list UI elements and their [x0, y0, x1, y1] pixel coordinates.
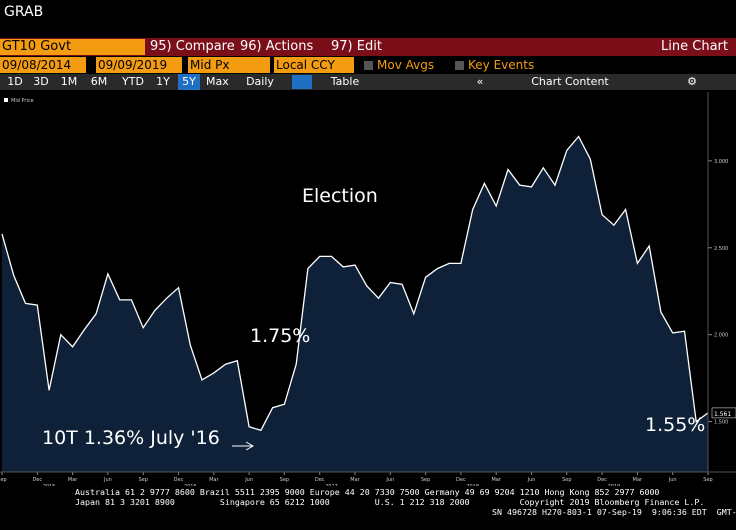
- collapse[interactable]: «: [476, 75, 484, 88]
- settings-icon[interactable]: ⚙: [687, 75, 697, 88]
- footer-line: Japan 81 3 3201 8900 Singapore 65 6212 1…: [75, 497, 705, 507]
- checkbox[interactable]: [364, 61, 373, 70]
- x-tick-label: Sep: [703, 477, 712, 483]
- toolbar: GT10 Govt 95) Compare 96) Actions 97) Ed…: [0, 38, 736, 56]
- x-tick-label: Dec: [174, 477, 184, 483]
- area: [2, 136, 708, 472]
- line: [1, 135, 709, 432]
- edit-button[interactable]: 97) Edit: [331, 39, 382, 54]
- period-button[interactable]: YTD: [122, 75, 144, 88]
- x-tick-label: Mar: [350, 477, 360, 483]
- footer: Australia 61 2 9777 8600 Brazil 5511 239…: [0, 487, 736, 517]
- x-tick-label: Mar: [209, 477, 219, 483]
- x-tick-label: Sep: [562, 477, 571, 483]
- chart-icon[interactable]: [292, 75, 312, 89]
- x-tick-label: Dec: [597, 477, 607, 483]
- x-tick-label: Dec: [315, 477, 325, 483]
- year-label: 2015: [43, 484, 56, 486]
- chart: Mid Price 1.561 1.500 2.000 2.500 3.000 Sep De…: [0, 92, 736, 486]
- x-tick-label: Jun: [527, 477, 536, 483]
- table-button[interactable]: Table: [330, 75, 360, 88]
- end-date[interactable]: 09/09/2019: [96, 57, 182, 73]
- period-button[interactable]: 6M: [90, 75, 108, 88]
- legend-swatch: [4, 98, 8, 102]
- x-tick-label: Mar: [633, 477, 643, 483]
- field-select[interactable]: Mid Px: [188, 57, 270, 73]
- currency-select[interactable]: Local CCY: [274, 57, 354, 73]
- x-tick-label: Jun: [668, 477, 677, 483]
- footer-line: Australia 61 2 9777 8600 Brazil 5511 239…: [75, 487, 660, 497]
- annotation: Election: [302, 185, 378, 207]
- security-input[interactable]: GT10 Govt: [0, 39, 145, 55]
- x-tick-label: Sep: [421, 477, 430, 483]
- y-tick-label: 2.000: [714, 333, 728, 339]
- year-label: 2016: [184, 484, 197, 486]
- year-label: 2019: [607, 484, 620, 486]
- checkbox[interactable]: [455, 61, 464, 70]
- period-button[interactable]: 3D: [33, 75, 49, 88]
- settings-bar: 09/08/2014 09/09/2019 Mid Px Local CCY M…: [0, 57, 736, 73]
- compare-button[interactable]: 95) Compare: [150, 39, 235, 54]
- x-tick-label: Dec: [32, 477, 42, 483]
- key-events[interactable]: Key Events: [468, 58, 535, 72]
- footer-line: SN 496728 H270-803-1 07-Sep-19 9:06:36 E…: [492, 507, 736, 517]
- x-tick-label: Jun: [385, 477, 394, 483]
- x-tick-label: Jun: [103, 477, 112, 483]
- x-tick-label: Jun: [244, 477, 253, 483]
- view-label: Line Chart: [661, 39, 728, 54]
- start-date[interactable]: 09/08/2014: [0, 57, 86, 73]
- period-button[interactable]: 5Y: [178, 74, 200, 90]
- x-tick-label: Sep: [0, 477, 7, 483]
- period-button[interactable]: 1M: [60, 75, 78, 88]
- annotation: 10T 1.36% July '16: [42, 427, 220, 449]
- y-tick-label: 3.000: [714, 159, 728, 165]
- last-value-label: 1.561: [714, 411, 731, 418]
- period-bar: Daily Table « Chart Content ⚙ 1D 3D 1M 6M YT…: [0, 74, 736, 90]
- period-button[interactable]: 1D: [7, 75, 23, 88]
- last-value-box: [711, 407, 736, 419]
- actions-button[interactable]: 96) Actions: [240, 39, 314, 54]
- legend-label: Mid Price: [11, 98, 34, 104]
- x-tick-label: Sep: [138, 477, 147, 483]
- year-label: 2017: [325, 484, 338, 486]
- x-tick-label: Dec: [456, 477, 466, 483]
- x-tick-label: Mar: [68, 477, 78, 483]
- period-button[interactable]: 1Y: [156, 75, 170, 88]
- y-tick-label: 1.500: [714, 420, 728, 426]
- frequency-select[interactable]: Daily: [246, 75, 274, 88]
- period-button[interactable]: Max: [206, 75, 229, 88]
- annotation: 1.55%: [645, 414, 705, 436]
- chart-content[interactable]: Chart Content: [531, 75, 609, 88]
- x-tick-label: Mar: [491, 477, 501, 483]
- window-title: GRAB: [4, 4, 44, 20]
- annotation-arrow: [232, 441, 255, 451]
- mov-avgs[interactable]: Mov Avgs: [377, 58, 435, 72]
- y-tick-label: 2.500: [714, 246, 728, 252]
- x-tick-label: Sep: [280, 477, 289, 483]
- annotation: 1.75%: [250, 325, 310, 347]
